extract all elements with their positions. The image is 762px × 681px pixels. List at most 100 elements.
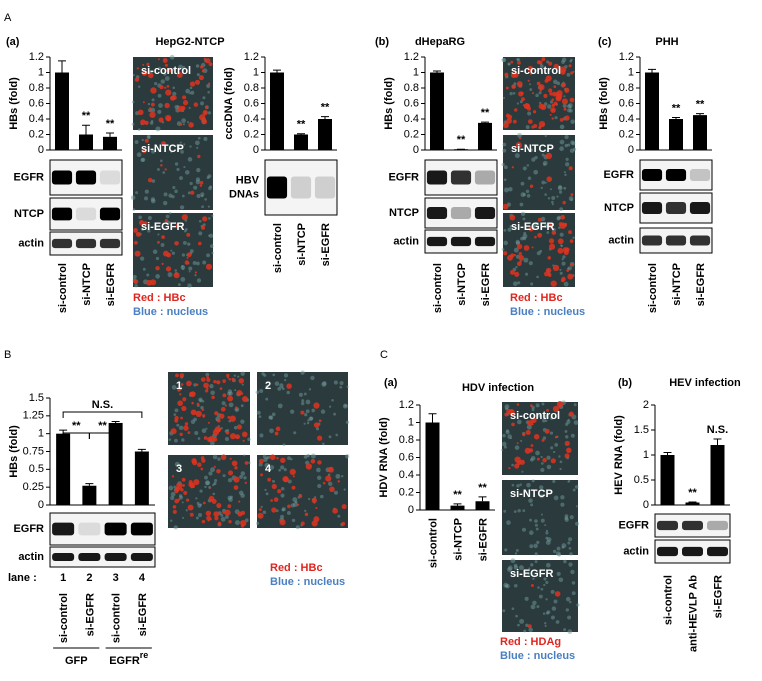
stain-signal [242, 439, 245, 442]
nucleus-signal [503, 96, 506, 99]
blot-band [689, 169, 711, 181]
stain-signal [205, 58, 211, 64]
stain-signal [516, 81, 523, 87]
error-bar [297, 133, 305, 135]
nucleus-signal [558, 577, 564, 583]
stain-signal [205, 105, 209, 109]
nucleus-signal [566, 72, 571, 77]
stain-signal [176, 71, 183, 78]
stain-signal [211, 395, 215, 400]
y-tick-label: 0.6 [244, 97, 259, 109]
stain-signal [208, 62, 213, 67]
stain-signal [222, 393, 227, 398]
stain-signal [220, 454, 227, 461]
nucleus-signal [187, 191, 191, 195]
nucleus-signal [513, 247, 519, 253]
stain-signal [217, 521, 222, 526]
stain-signal [136, 67, 139, 70]
stain-signal [510, 253, 515, 258]
nucleus-signal [568, 537, 573, 542]
stain-signal [162, 57, 168, 64]
stain-signal [511, 422, 515, 427]
stain-signal [552, 264, 560, 272]
y-tick-label: 0.6 [29, 97, 44, 109]
nucleus-signal [552, 549, 557, 554]
stain-signal [133, 279, 139, 285]
nucleus-signal [181, 194, 185, 198]
y-tick-label: 0 [628, 144, 634, 156]
nucleus-signal [571, 141, 576, 146]
y-tick-label: 0 [253, 144, 259, 156]
stain-signal [551, 98, 555, 102]
group-label: GFP [65, 655, 88, 667]
group-name: EGFR [109, 655, 140, 667]
nucleus-signal [173, 485, 176, 489]
nucleus-signal [173, 525, 178, 530]
y-tick-label: 1 [38, 66, 44, 78]
nucleus-signal [552, 479, 556, 484]
nucleus-signal [528, 498, 533, 503]
nucleus-signal [507, 227, 512, 232]
stain-signal [159, 84, 164, 90]
nucleus-signal [503, 445, 507, 449]
nucleus-signal [551, 200, 554, 204]
stain-signal [137, 109, 144, 116]
nucleus-signal [180, 149, 184, 154]
stain-signal [549, 113, 552, 116]
nucleus-signal [281, 507, 286, 512]
stain-signal [219, 413, 225, 419]
nucleus-signal [155, 256, 160, 261]
nucleus-signal [182, 123, 185, 126]
stain-signal [510, 72, 517, 79]
stain-signal [516, 243, 523, 250]
nucleus-signal [304, 509, 307, 513]
image-legend: Red : HBc [133, 292, 186, 304]
stain-signal [206, 515, 212, 521]
error-bar [273, 69, 281, 73]
error-bar [321, 116, 329, 119]
stain-signal [516, 261, 522, 267]
nucleus-signal [196, 73, 200, 77]
blot-band [665, 202, 687, 214]
stain-signal [564, 108, 567, 111]
nucleus-signal [151, 149, 156, 154]
blot-band [75, 238, 97, 249]
stain-signal [184, 422, 189, 426]
stain-signal [560, 66, 567, 73]
stain-signal [564, 440, 570, 446]
y-tick-label: 0.4 [244, 113, 259, 125]
x-tick-label: si-EGFR [477, 518, 489, 561]
nucleus-signal [513, 227, 517, 230]
y-axis-label: HBs (fold) [8, 425, 20, 478]
stain-signal [570, 71, 574, 75]
stain-signal [550, 107, 556, 113]
image-label: 2 [265, 380, 271, 392]
x-tick-label: si-control [647, 263, 659, 313]
stain-signal [207, 82, 211, 85]
stain-signal [173, 272, 180, 279]
nucleus-signal [179, 205, 185, 210]
stain-signal [186, 380, 192, 387]
nucleus-signal [261, 372, 265, 376]
bar [478, 122, 492, 150]
stain-signal [514, 463, 520, 469]
nucleus-signal [545, 562, 551, 568]
nucleus-signal [576, 603, 580, 607]
nucleus-signal [198, 231, 203, 236]
nucleus-signal [189, 92, 192, 95]
stain-signal [146, 279, 153, 286]
image-legend: Red : HBc [270, 562, 323, 574]
stain-signal [205, 263, 213, 270]
nucleus-signal [211, 214, 214, 217]
x-tick-label: si-control [58, 593, 70, 643]
x-tick-label: si-NTCP [81, 263, 93, 306]
stain-signal [531, 246, 534, 249]
nucleus-signal [233, 374, 237, 377]
nucleus-signal [542, 418, 546, 423]
nucleus-signal [188, 266, 193, 271]
nucleus-signal [170, 491, 176, 497]
nucleus-signal [178, 64, 183, 70]
stain-signal [525, 429, 531, 435]
nucleus-signal [504, 584, 509, 588]
nucleus-signal [192, 261, 197, 265]
